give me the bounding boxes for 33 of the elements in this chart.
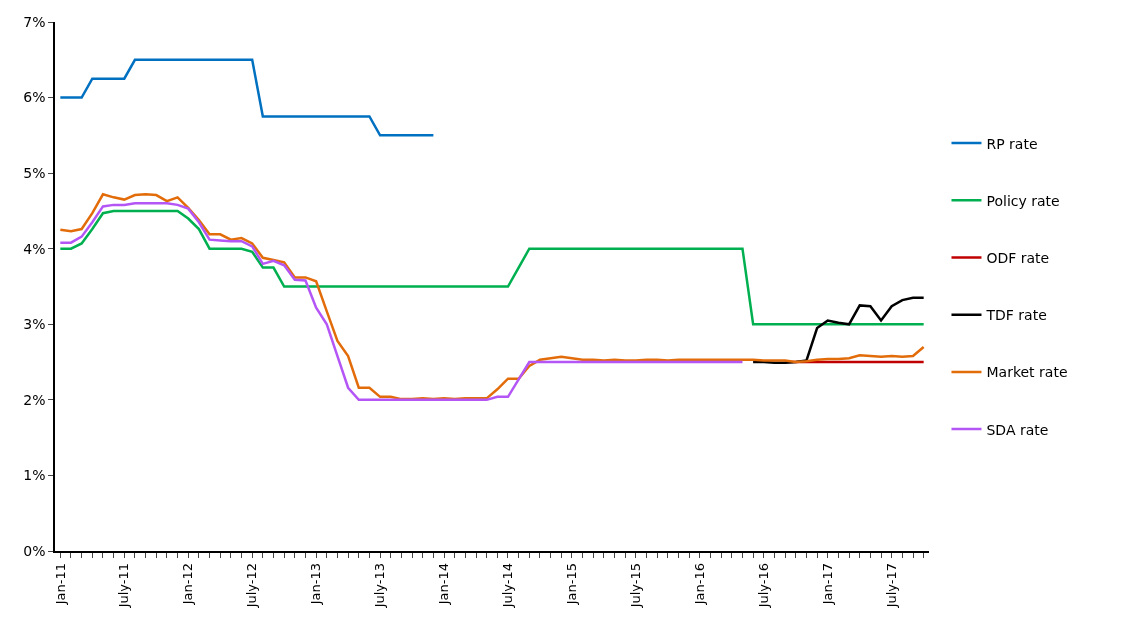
x-tick-label: July-16 — [756, 562, 772, 609]
line-series — [59, 209, 925, 326]
legend-label: RP rate — [986, 135, 1038, 152]
legend-label: TDF rate — [985, 307, 1047, 324]
x-tick-label: Jan-17 — [819, 562, 835, 606]
y-tick-label: 4% — [23, 240, 46, 257]
x-tick-label: Jan-12 — [180, 562, 196, 606]
y-tick-label: 7% — [23, 13, 46, 30]
y-tick-label: 5% — [23, 165, 46, 182]
legend-label: ODF rate — [986, 249, 1050, 266]
x-tick-label: July-17 — [883, 562, 899, 609]
line-series — [59, 202, 744, 402]
x-tick-label: July-12 — [244, 562, 260, 609]
y-tick-label: 2% — [23, 391, 46, 408]
y-tick-label: 6% — [23, 89, 46, 106]
legend-label: Policy rate — [986, 192, 1060, 209]
legend-label: Market rate — [986, 364, 1068, 381]
legend-label: SDA rate — [986, 421, 1049, 438]
x-tick-label: July-13 — [372, 562, 388, 609]
line-series — [59, 193, 925, 401]
y-tick-label: 1% — [23, 467, 46, 484]
x-tick-label: July-15 — [628, 562, 644, 609]
x-tick-label: Jan-14 — [436, 562, 452, 606]
x-tick-label: Jan-16 — [692, 562, 708, 606]
x-tick-label: Jan-13 — [308, 562, 324, 606]
x-tick-label: Jan-11 — [52, 562, 68, 606]
x-tick-label: July-14 — [500, 562, 516, 609]
line-series — [751, 296, 925, 365]
line-series — [59, 58, 435, 137]
y-tick-label: 0% — [23, 542, 46, 559]
x-tick-label: July-11 — [116, 562, 132, 609]
x-tick-label: Jan-15 — [564, 562, 580, 606]
y-tick-label: 3% — [23, 316, 46, 333]
